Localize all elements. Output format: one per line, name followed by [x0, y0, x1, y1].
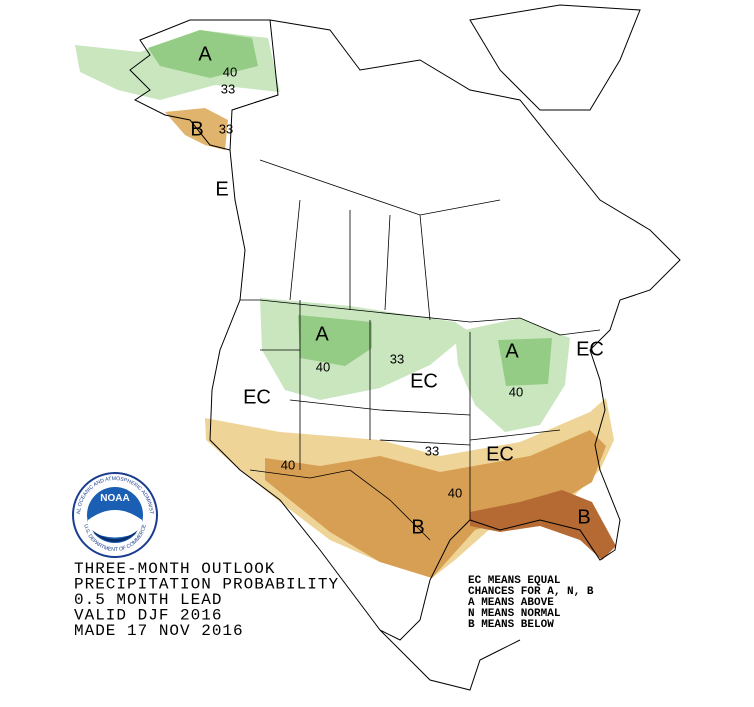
category-label: EC — [243, 386, 271, 408]
alaska-coast — [129, 19, 279, 151]
contour-label: 33 — [219, 121, 233, 136]
greenland-coast — [469, 4, 641, 111]
category-label: EC — [486, 443, 514, 465]
us-states — [260, 300, 561, 520]
map-labels: A 40 33 B 33 E A 40 33 EC EC A 40 EC 33 40 EC 40 B B — [190, 43, 604, 538]
mexico-coast — [379, 629, 521, 691]
logo-sea — [92, 530, 138, 543]
regions — [75, 30, 616, 578]
category-label: B — [411, 516, 424, 538]
above-40-plains — [298, 315, 372, 366]
title-line: PRECIPITATION PROBABILITY — [74, 576, 339, 594]
above-40-lakes — [498, 338, 552, 386]
category-label: A — [315, 323, 329, 345]
legend-line: N MEANS NORMAL — [468, 608, 561, 620]
borders — [231, 94, 601, 541]
title-line: VALID DJF 2016 — [74, 607, 222, 625]
legend-line: A MEANS ABOVE — [468, 597, 554, 609]
contour-label: 33 — [390, 351, 404, 366]
logo-gull — [88, 510, 142, 538]
contour-label: 33 — [425, 443, 439, 458]
title-line: 0.5 MONTH LEAD — [74, 591, 222, 609]
contour-label: 40 — [448, 485, 462, 500]
us-mexico-border — [249, 469, 431, 541]
category-label: B — [190, 118, 203, 140]
alaska-border — [231, 94, 279, 111]
contour-label: 40 — [509, 384, 523, 399]
category-label: A — [198, 43, 212, 65]
mainland-coast — [209, 19, 681, 641]
title-line: THREE-MONTH OUTLOOK — [74, 560, 275, 578]
contour-label: 40 — [223, 64, 237, 79]
category-label: EC — [576, 338, 604, 360]
legend-line: B MEANS BELOW — [468, 619, 554, 631]
below-50-southeast — [470, 490, 616, 560]
below-40-south — [265, 430, 606, 578]
contour-label: 33 — [221, 81, 235, 96]
above-40-alaska — [148, 30, 258, 78]
contour-label: 40 — [281, 457, 295, 472]
title-line: MADE 17 NOV 2016 — [74, 622, 244, 640]
us-canada-border — [240, 299, 601, 336]
coastlines — [129, 4, 681, 691]
logo-abbr: NOAA — [100, 493, 129, 504]
category-label: B — [577, 506, 590, 528]
legend-line: EC MEANS EQUAL — [468, 575, 561, 587]
legend-line: CHANCES FOR A, N, B — [468, 586, 594, 598]
canada-provinces — [259, 159, 501, 321]
contour-label: 40 — [316, 359, 330, 374]
category-label: E — [215, 178, 228, 200]
category-label: EC — [410, 370, 438, 392]
category-label: A — [505, 340, 519, 362]
